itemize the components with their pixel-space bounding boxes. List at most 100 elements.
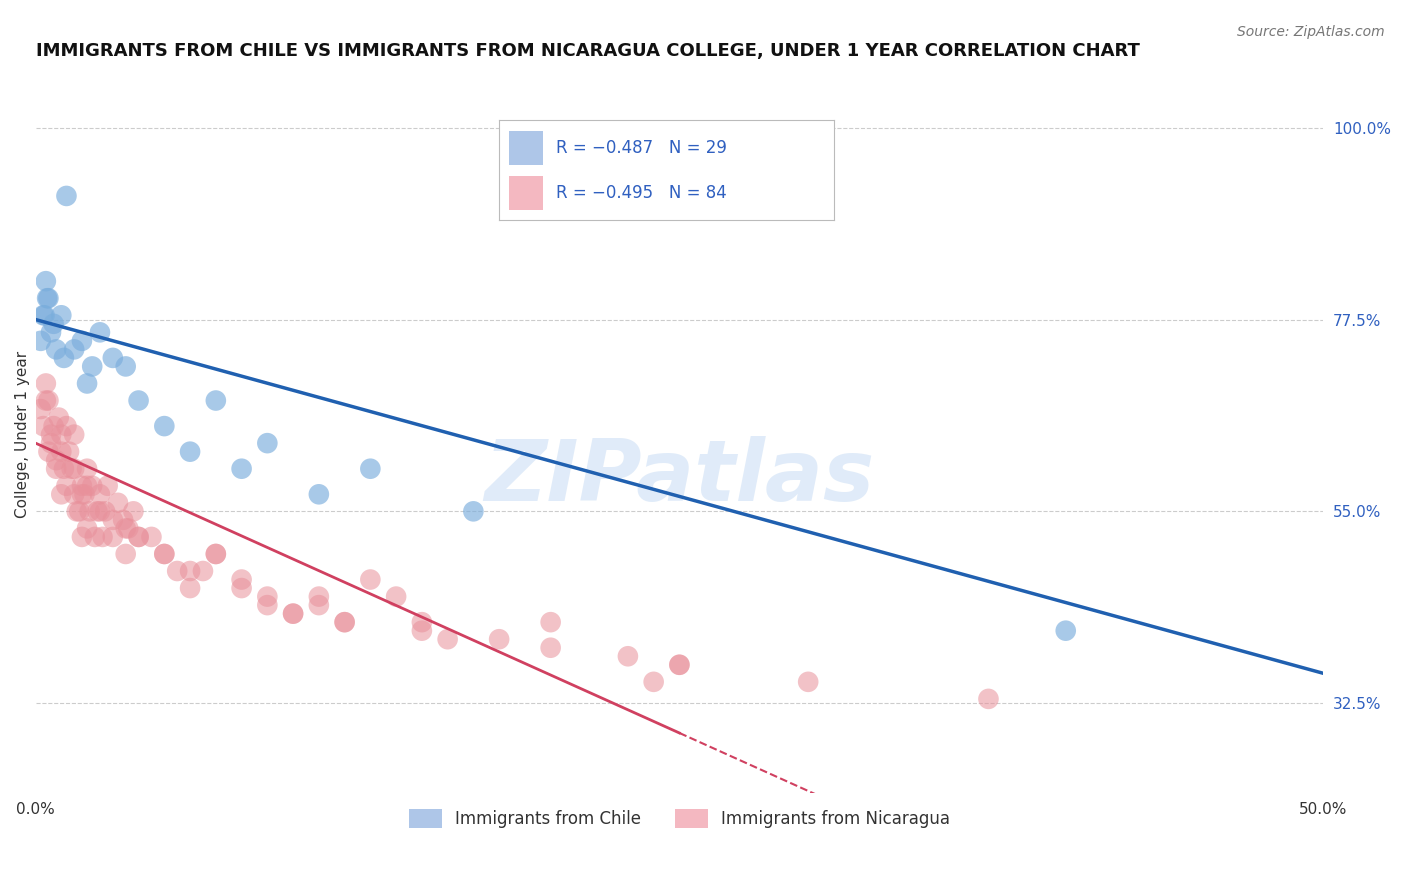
Point: [89, 326, 111, 340]
Point: [51, 427, 73, 442]
Point: [385, 590, 408, 604]
Point: [153, 419, 176, 434]
Point: [112, 513, 135, 527]
Point: [35, 376, 58, 391]
Point: [333, 615, 356, 629]
Point: [179, 581, 201, 595]
Point: [128, 530, 150, 544]
Point: [107, 496, 129, 510]
Point: [256, 436, 278, 450]
Point: [35, 274, 58, 288]
Point: [37, 444, 59, 458]
Point: [540, 615, 562, 629]
Point: [488, 632, 510, 647]
Point: [977, 692, 1000, 706]
Point: [205, 547, 228, 561]
Point: [101, 513, 124, 527]
Point: [42, 317, 65, 331]
Text: ZIPatlas: ZIPatlas: [484, 436, 875, 519]
Point: [205, 393, 228, 408]
Point: [76, 479, 98, 493]
Point: [82, 479, 104, 493]
Point: [30, 402, 52, 417]
Point: [55, 479, 77, 493]
Point: [63, 427, 86, 442]
Point: [617, 649, 640, 664]
Point: [73, 487, 96, 501]
Point: [45, 453, 67, 467]
Text: IMMIGRANTS FROM CHILE VS IMMIGRANTS FROM NICARAGUA COLLEGE, UNDER 1 YEAR CORRELA: IMMIGRANTS FROM CHILE VS IMMIGRANTS FROM…: [35, 42, 1139, 60]
Point: [76, 461, 98, 475]
Point: [281, 607, 304, 621]
Point: [82, 359, 104, 374]
Point: [37, 291, 59, 305]
Point: [191, 564, 214, 578]
Point: [128, 530, 150, 544]
Point: [66, 504, 89, 518]
Point: [114, 547, 136, 561]
Point: [48, 410, 70, 425]
Point: [45, 343, 67, 357]
Point: [359, 573, 381, 587]
Point: [101, 351, 124, 365]
Point: [79, 504, 101, 518]
Point: [51, 487, 73, 501]
Point: [256, 590, 278, 604]
Point: [359, 461, 381, 475]
Point: [35, 393, 58, 408]
Point: [128, 393, 150, 408]
Point: [63, 461, 86, 475]
Text: Source: ZipAtlas.com: Source: ZipAtlas.com: [1237, 25, 1385, 39]
Point: [540, 640, 562, 655]
Point: [89, 487, 111, 501]
Point: [45, 461, 67, 475]
Point: [34, 308, 56, 322]
Point: [436, 632, 458, 647]
Point: [114, 521, 136, 535]
Point: [51, 308, 73, 322]
Point: [411, 624, 433, 638]
Point: [70, 487, 93, 501]
Point: [333, 615, 356, 629]
Point: [797, 674, 820, 689]
Point: [70, 530, 93, 544]
Point: [179, 444, 201, 458]
Point: [76, 376, 98, 391]
Point: [117, 521, 139, 535]
Point: [89, 504, 111, 518]
Point: [32, 308, 55, 322]
Point: [411, 615, 433, 629]
Point: [70, 334, 93, 348]
Point: [97, 479, 120, 493]
Legend: Immigrants from Chile, Immigrants from Nicaragua: Immigrants from Chile, Immigrants from N…: [402, 802, 957, 834]
Point: [231, 573, 253, 587]
Point: [63, 343, 86, 357]
Point: [308, 598, 330, 612]
Point: [63, 487, 86, 501]
Point: [91, 530, 114, 544]
Point: [1054, 624, 1077, 638]
Point: [37, 393, 59, 408]
Point: [52, 351, 75, 365]
Point: [643, 674, 665, 689]
Point: [179, 564, 201, 578]
Point: [67, 504, 90, 518]
Point: [153, 547, 176, 561]
Point: [39, 427, 62, 442]
Point: [39, 436, 62, 450]
Point: [70, 479, 93, 493]
Point: [153, 547, 176, 561]
Point: [39, 326, 62, 340]
Point: [308, 590, 330, 604]
Point: [122, 504, 145, 518]
Point: [231, 581, 253, 595]
Point: [30, 334, 52, 348]
Point: [42, 419, 65, 434]
Point: [37, 291, 59, 305]
Y-axis label: College, Under 1 year: College, Under 1 year: [15, 351, 30, 518]
Point: [58, 444, 80, 458]
Point: [76, 521, 98, 535]
Point: [32, 419, 55, 434]
Point: [55, 419, 77, 434]
Point: [60, 461, 83, 475]
